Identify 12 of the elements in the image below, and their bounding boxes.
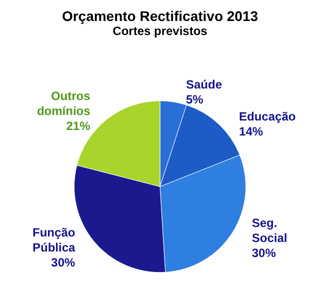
slice-label: Educação <box>239 110 296 124</box>
data-label: 21% <box>66 118 91 133</box>
slice-label: Função Pública <box>32 226 76 255</box>
chart-title: Orçamento Rectificativo 2013 <box>62 8 258 24</box>
slice-label: Outros domínios <box>36 88 91 118</box>
slice-label: Seg. Social <box>252 216 288 245</box>
data-label: 30% <box>252 246 276 260</box>
data-label: 5% <box>186 92 204 107</box>
data-label: 30% <box>51 256 76 270</box>
slice-label: Saúde <box>186 78 222 92</box>
data-label: 14% <box>239 124 264 139</box>
chart-subtitle: Cortes previstos <box>112 24 208 38</box>
